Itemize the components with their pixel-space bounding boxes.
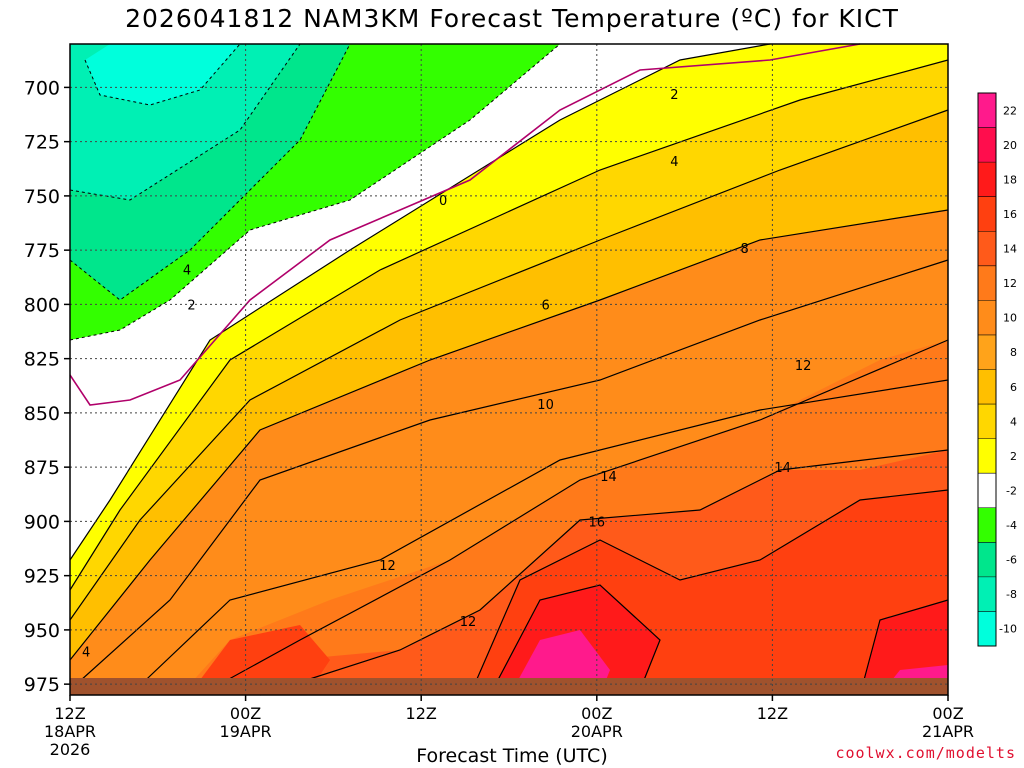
colorbar-label: 12	[1003, 277, 1017, 290]
contour-label: 12	[795, 359, 812, 374]
y-tick-label: 850	[24, 403, 60, 425]
contour-label: 4	[183, 264, 191, 279]
colorbar-label: 10	[1003, 312, 1017, 325]
contour-line	[469, 489, 949, 696]
colorbar-swatch	[978, 127, 996, 163]
chart-title: 2026041812 NAM3KM Forecast Temperature (…	[125, 4, 899, 33]
contour-label: 16	[589, 515, 606, 530]
colorbar-swatch	[978, 473, 996, 508]
contour-label: 4	[670, 155, 678, 170]
colorbar-swatch	[978, 196, 996, 232]
y-tick-label: 825	[24, 349, 60, 371]
colorbar-swatch	[978, 404, 996, 439]
x-tick-label: 2026	[50, 740, 91, 759]
colorbar-label: 6	[1010, 381, 1017, 394]
contour-line	[129, 379, 949, 696]
colorbar-swatch	[978, 265, 996, 301]
x-tick-label: 00Z	[230, 704, 261, 723]
colorbar-label: -4	[1006, 519, 1017, 532]
colorbar-label: -10	[999, 623, 1017, 636]
contour-line-dashed	[69, 43, 561, 341]
x-tick-label: 00Z	[932, 704, 963, 723]
colorbar-swatch	[978, 300, 996, 335]
x-tick-label: 12Z	[406, 704, 437, 723]
contour-line	[199, 339, 949, 696]
contour-label: 6	[541, 298, 549, 313]
contour-line	[859, 599, 949, 696]
y-tick-label: 750	[24, 186, 60, 208]
x-tick-label: 00Z	[581, 704, 612, 723]
terrain-strip	[70, 678, 948, 695]
y-tick-label: 950	[24, 620, 60, 642]
contour-line-dashed	[84, 43, 241, 106]
contour-label: 10	[537, 398, 554, 413]
colorbar-label: 4	[1010, 415, 1017, 428]
contour-label: 2	[187, 298, 195, 313]
colorbar-swatch	[978, 369, 996, 405]
colorbar-label: 20	[1003, 139, 1017, 152]
colorbar-label: -2	[1006, 484, 1017, 497]
colorbar-swatch	[978, 542, 996, 577]
colorbar-swatch	[978, 611, 996, 646]
y-tick-label: 900	[24, 511, 60, 533]
contour-label: 14	[600, 470, 617, 485]
colorbar-swatch	[978, 438, 996, 474]
x-tick-label: 12Z	[757, 704, 788, 723]
y-tick-label: 875	[24, 457, 60, 479]
contour-line	[69, 59, 949, 591]
colorbar-swatch	[978, 231, 996, 266]
colorbar-label: -8	[1006, 588, 1017, 601]
colorbar-label: 16	[1003, 208, 1017, 221]
contour-label: 12	[379, 559, 396, 574]
x-tick-label: 19APR	[220, 722, 272, 741]
colorbar-label: -6	[1006, 554, 1017, 567]
contour-label: 8	[740, 242, 748, 257]
contour-line	[259, 449, 949, 696]
colorbar-swatch	[978, 334, 996, 370]
contour-line-dashed	[69, 43, 301, 201]
colorbar-label: 8	[1010, 346, 1017, 359]
contour-band	[70, 44, 770, 560]
y-tick-label: 725	[24, 132, 60, 154]
colorbar-swatch	[978, 162, 996, 197]
contour-band	[85, 44, 240, 105]
colorbar-label: 18	[1003, 173, 1017, 186]
plot-frame	[69, 43, 949, 696]
x-tick-label: 18APR	[44, 722, 96, 741]
contour-line	[69, 109, 949, 621]
zero-contour-line	[69, 43, 861, 406]
contour-band	[70, 110, 948, 660]
contour-band	[70, 60, 948, 620]
x-axis-label: Forecast Time (UTC)	[416, 745, 608, 767]
contour-line	[69, 259, 949, 691]
contour-band	[70, 44, 948, 590]
y-tick-label: 700	[24, 77, 60, 99]
colorbar-label: 2	[1010, 450, 1017, 463]
x-tick-label: 20APR	[571, 722, 623, 741]
y-tick-label: 975	[24, 674, 60, 696]
contour-label: 12	[460, 615, 477, 630]
contour-line	[69, 209, 949, 661]
y-tick-label: 925	[24, 566, 60, 588]
contour-line	[489, 584, 661, 696]
credit-text: coolwx.com/modelts	[835, 744, 1016, 762]
y-tick-label: 775	[24, 240, 60, 262]
x-tick-label: 21APR	[922, 722, 974, 741]
contour-label: 14	[774, 461, 791, 476]
colorbar-label: 14	[1003, 243, 1017, 256]
contour-label: 0	[439, 194, 447, 209]
x-tick-label: 12Z	[54, 704, 85, 723]
colorbar-swatch	[978, 576, 996, 612]
colorbar-swatch	[978, 93, 996, 128]
contour-label: 2	[670, 88, 678, 103]
colorbar-swatch	[978, 507, 996, 543]
colorbar-label: 22	[1003, 104, 1017, 117]
contour-label: 4	[82, 646, 90, 661]
y-tick-label: 800	[24, 294, 60, 316]
